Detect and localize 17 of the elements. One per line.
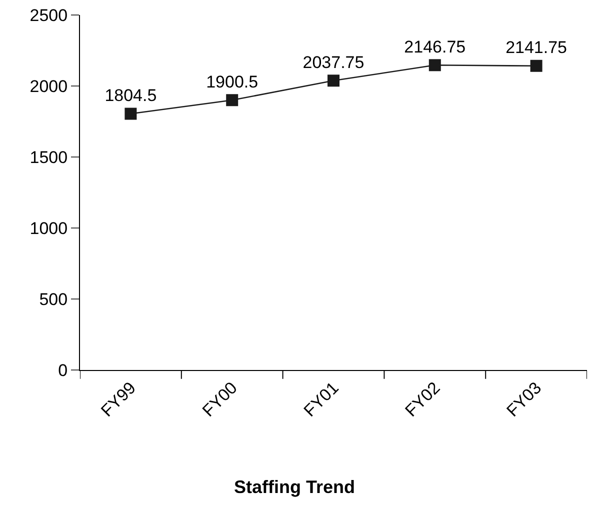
data-label: 2146.75 [404, 37, 466, 56]
y-tick-label: 1000 [30, 218, 68, 238]
y-tick-label: 1500 [30, 148, 68, 167]
point [328, 74, 340, 87]
point [226, 94, 238, 106]
y-tick-label: 2500 [30, 6, 68, 25]
data-label: 1900.5 [206, 72, 258, 92]
data-label: 2037.75 [302, 52, 364, 72]
data-label: 2141.75 [506, 38, 568, 58]
y-tick-label: 500 [39, 290, 68, 309]
point [530, 60, 542, 72]
text: Staffing Trend [234, 477, 355, 498]
y-tick-label: 0 [58, 360, 68, 380]
data-label: 1804.5 [104, 86, 157, 106]
y-tick-label: 2000 [30, 76, 68, 96]
point [124, 108, 137, 120]
point [428, 59, 441, 72]
